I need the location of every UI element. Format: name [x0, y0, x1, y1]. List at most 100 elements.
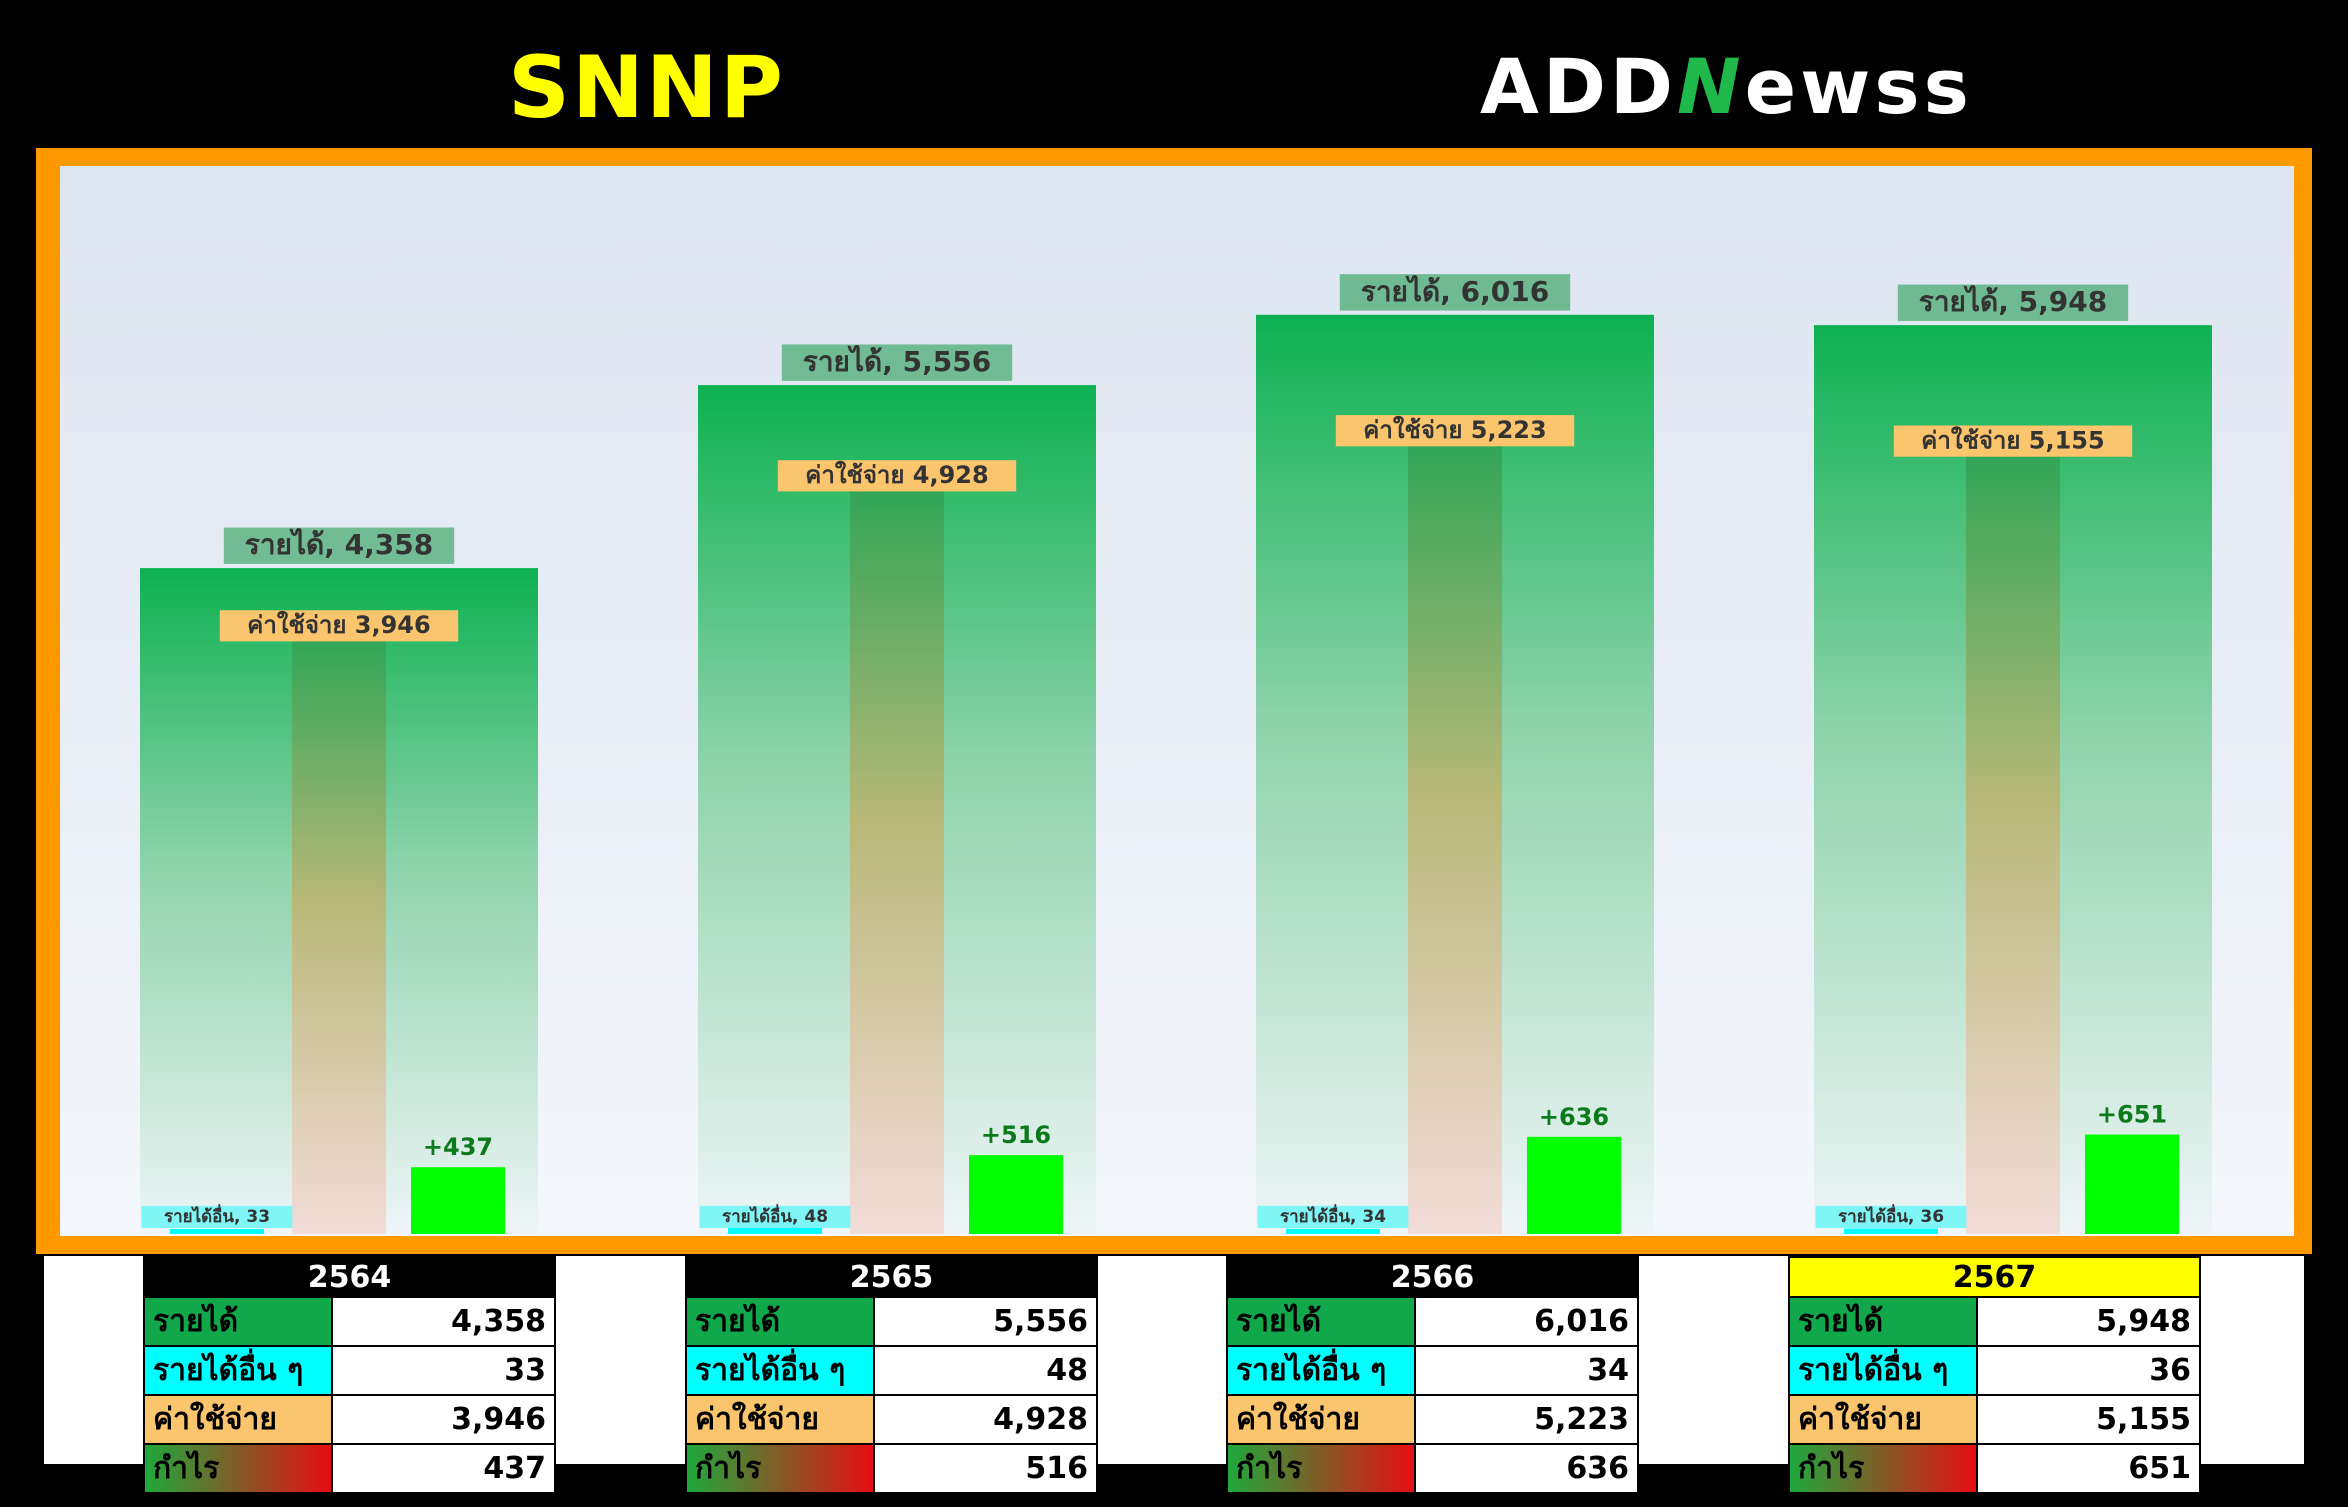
row-value: 651	[1976, 1443, 2201, 1494]
other-income-label-2565: รายได้อื่น, 48	[699, 1204, 851, 1228]
logo-part-ewss: ewss	[1744, 42, 1973, 131]
expense-label-2565-bg	[777, 460, 1017, 492]
other-income-label-2566: รายได้อื่น, 34	[1257, 1204, 1409, 1228]
expense-label-2566-bg	[1335, 415, 1575, 447]
table-row: กำไร 636	[1226, 1443, 1639, 1494]
profit-label-2565: +516	[981, 1121, 1051, 1149]
revenue-label-2564-bg	[223, 527, 455, 564]
row-value: 516	[873, 1443, 1098, 1494]
other-income-bar-2564	[170, 1228, 264, 1234]
expense-label-2564: ค่าใช้จ่าย 3,946	[219, 610, 459, 642]
other-income-label-2567: รายได้อื่น, 36	[1815, 1204, 1967, 1228]
table-row: รายได้อื่น ๆ 36	[1788, 1345, 2201, 1396]
revenue-label-2565: รายได้, 5,556	[781, 344, 1013, 381]
row-value: 4,928	[873, 1394, 1098, 1445]
table-row: รายได้อื่น ๆ 48	[685, 1345, 1098, 1396]
profit-label-2566-text: +636	[1539, 1103, 1609, 1131]
row-label: กำไร	[143, 1443, 333, 1494]
expense-label-2566-text: ค่าใช้จ่าย 5,223	[1363, 415, 1546, 444]
row-value: 36	[1976, 1345, 2201, 1396]
addnewss-logo: ADDNewss	[1480, 42, 2060, 132]
row-label: รายได้	[1788, 1296, 1978, 1347]
revenue-label-2567-text: รายได้, 5,948	[1919, 285, 2107, 318]
revenue-label-2565-text: รายได้, 5,556	[803, 345, 991, 378]
other-income-label-2564: รายได้อื่น, 33	[141, 1204, 293, 1228]
row-label: ค่าใช้จ่าย	[1788, 1394, 1978, 1445]
expense-bar-2565	[850, 481, 944, 1234]
row-value: 6,016	[1414, 1296, 1639, 1347]
financial-tables: 2564 รายได้ 4,358 รายได้อื่น ๆ 33 ค่าใช้จ่าย 3…	[44, 1256, 2304, 1494]
table-row: กำไร 651	[1788, 1443, 2201, 1494]
row-label: ค่าใช้จ่าย	[1226, 1394, 1416, 1445]
expense-label-2566: ค่าใช้จ่าย 5,223	[1335, 415, 1575, 447]
expense-label-2564-bg	[219, 610, 459, 642]
other-income-label-2565-text: รายได้อื่น, 48	[722, 1204, 828, 1227]
row-label: รายได้อื่น ๆ	[1226, 1345, 1416, 1396]
row-label: กำไร	[685, 1443, 875, 1494]
other-income-label-2567-bg	[1815, 1205, 1967, 1228]
other-income-label-2566-bg	[1257, 1205, 1409, 1228]
table-row: รายได้ 5,556	[685, 1296, 1098, 1347]
profit-bar-2566	[1527, 1136, 1621, 1234]
other-income-label-2567-text: รายได้อื่น, 36	[1838, 1204, 1944, 1227]
row-label: รายได้	[1226, 1296, 1416, 1347]
bar-chart: รายได้, 4,358 ค่าใช้จ่าย 3,946 รายได้อื่น,…	[140, 274, 2212, 1234]
table-year-header: 2565	[685, 1256, 1098, 1298]
other-income-label-2566-text: รายได้อื่น, 34	[1280, 1204, 1386, 1227]
row-value: 636	[1414, 1443, 1639, 1494]
row-value: 5,223	[1414, 1394, 1639, 1445]
table-year-header: 2564	[143, 1256, 556, 1298]
other-income-bar-2565	[728, 1226, 822, 1234]
table-row: กำไร 516	[685, 1443, 1098, 1494]
revenue-label-2566: รายได้, 6,016	[1339, 274, 1571, 311]
other-income-label-2564-bg	[141, 1205, 293, 1228]
summary-table-2566: 2566 รายได้ 6,016 รายได้อื่น ๆ 34 ค่าใช้จ่าย 5…	[1226, 1256, 1639, 1494]
profit-bar-2564	[411, 1167, 505, 1234]
row-label: รายได้	[143, 1296, 333, 1347]
summary-table-2565: 2565 รายได้ 5,556 รายได้อื่น ๆ 48 ค่าใช้จ่าย 4…	[685, 1256, 1098, 1494]
row-value: 48	[873, 1345, 1098, 1396]
row-value: 5,556	[873, 1296, 1098, 1347]
table-row: รายได้ 6,016	[1226, 1296, 1639, 1347]
expense-bar-2566	[1408, 435, 1502, 1234]
revenue-label-2565-bg	[781, 344, 1013, 381]
ticker-title: SNNP	[508, 38, 785, 138]
expense-label-2567: ค่าใช้จ่าย 5,155	[1893, 425, 2133, 457]
row-value: 3,946	[331, 1394, 556, 1445]
row-label: ค่าใช้จ่าย	[685, 1394, 875, 1445]
table-row: ค่าใช้จ่าย 4,928	[685, 1394, 1098, 1445]
profit-label-2566: +636	[1539, 1103, 1609, 1131]
revenue-label-2564: รายได้, 4,358	[223, 527, 455, 564]
expense-label-2567-text: ค่าใช้จ่าย 5,155	[1921, 425, 2104, 454]
table-row: รายได้ 5,948	[1788, 1296, 2201, 1347]
other-income-bar-2566	[1286, 1228, 1380, 1234]
other-income-label-2564-text: รายได้อื่น, 33	[164, 1204, 270, 1227]
row-value: 437	[331, 1443, 556, 1494]
expense-label-2565-text: ค่าใช้จ่าย 4,928	[805, 460, 988, 489]
revenue-label-2567-bg	[1897, 284, 2129, 321]
row-label: กำไร	[1788, 1443, 1978, 1494]
table-row: รายได้ 4,358	[143, 1296, 556, 1347]
logo-part-add: ADD	[1480, 42, 1677, 131]
profit-label-2564: +437	[423, 1133, 493, 1161]
table-row: ค่าใช้จ่าย 3,946	[143, 1394, 556, 1445]
revenue-label-2566-bg	[1339, 274, 1571, 311]
revenue-label-2567: รายได้, 5,948	[1897, 284, 2129, 321]
expense-bar-2564	[292, 631, 386, 1234]
table-row: รายได้อื่น ๆ 34	[1226, 1345, 1639, 1396]
summary-table-2567: 2567 รายได้ 5,948 รายได้อื่น ๆ 36 ค่าใช้จ่าย 5…	[1788, 1256, 2201, 1494]
logo-part-n: N	[1677, 42, 1745, 131]
profit-label-2565-text: +516	[981, 1121, 1051, 1149]
profit-label-2567-text: +651	[2097, 1101, 2167, 1129]
summary-table-2564: 2564 รายได้ 4,358 รายได้อื่น ๆ 33 ค่าใช้จ่าย 3…	[143, 1256, 556, 1494]
table-row: กำไร 437	[143, 1443, 556, 1494]
row-label: รายได้อื่น ๆ	[685, 1345, 875, 1396]
row-label: กำไร	[1226, 1443, 1416, 1494]
expense-label-2565: ค่าใช้จ่าย 4,928	[777, 460, 1017, 492]
row-label: รายได้	[685, 1296, 875, 1347]
row-value: 33	[331, 1345, 556, 1396]
table-year-header: 2566	[1226, 1256, 1639, 1298]
table-row: รายได้อื่น ๆ 33	[143, 1345, 556, 1396]
revenue-label-2566-text: รายได้, 6,016	[1361, 275, 1549, 308]
table-year-header: 2567	[1788, 1256, 2201, 1298]
